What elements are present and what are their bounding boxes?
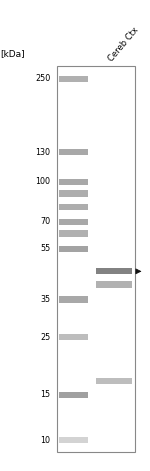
- Text: 70: 70: [40, 217, 50, 226]
- Bar: [58, 437, 88, 443]
- Bar: [96, 282, 132, 288]
- Bar: [58, 246, 88, 252]
- Bar: [58, 296, 88, 303]
- Text: 25: 25: [40, 333, 50, 342]
- Bar: [96, 378, 132, 384]
- Bar: [58, 230, 88, 236]
- Bar: [58, 392, 88, 398]
- Bar: [58, 75, 88, 82]
- Bar: [58, 203, 88, 210]
- Bar: [58, 149, 88, 155]
- Text: 15: 15: [40, 390, 50, 399]
- Bar: [58, 179, 88, 185]
- Text: 10: 10: [40, 436, 50, 445]
- Text: 130: 130: [35, 147, 50, 157]
- Text: [kDa]: [kDa]: [0, 49, 25, 58]
- Text: 100: 100: [35, 177, 50, 186]
- Bar: [58, 190, 88, 196]
- Text: Cereb Ctx: Cereb Ctx: [107, 25, 141, 63]
- Text: 35: 35: [40, 295, 50, 304]
- Bar: [58, 219, 88, 225]
- Bar: [58, 334, 88, 341]
- Bar: [96, 268, 132, 275]
- Text: 55: 55: [40, 244, 50, 253]
- Text: 250: 250: [35, 74, 50, 83]
